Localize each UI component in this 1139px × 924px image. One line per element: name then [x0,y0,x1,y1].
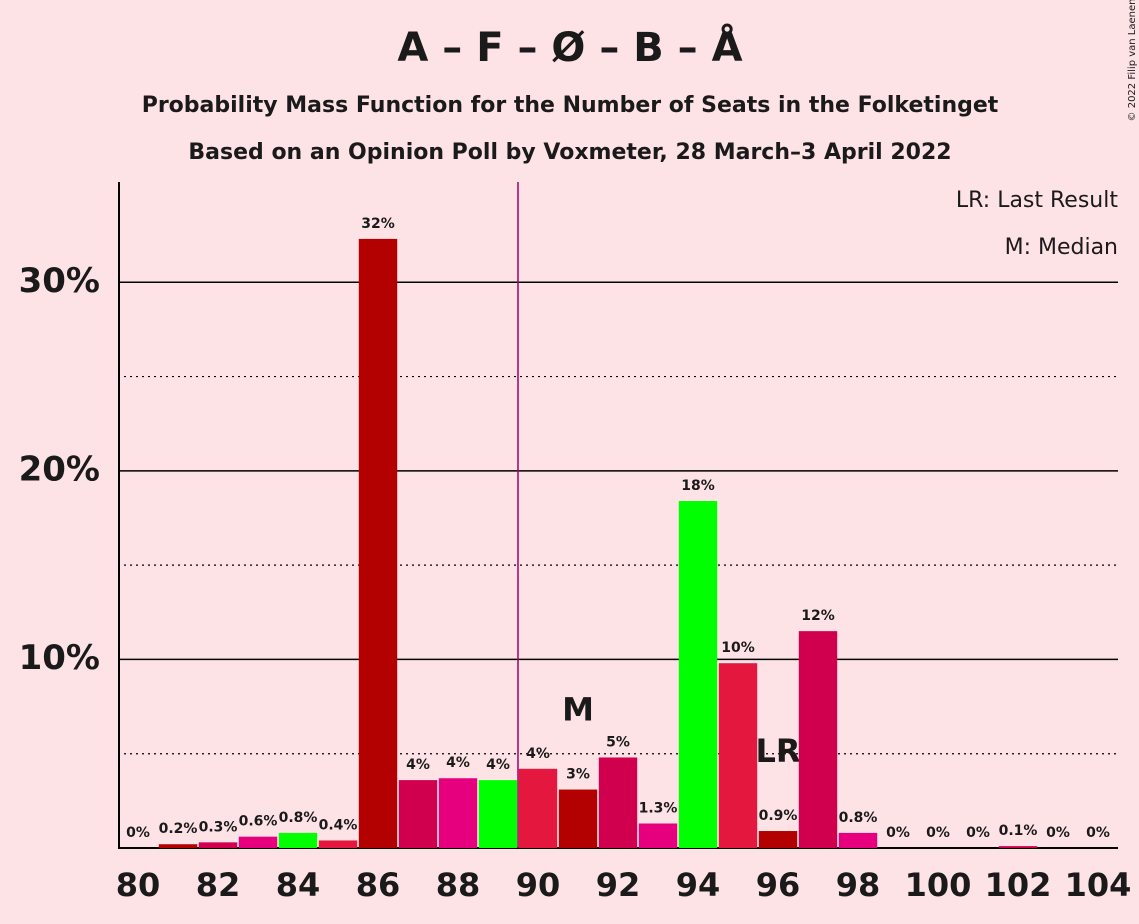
bar [718,663,758,848]
x-tick-label: 80 [116,866,161,904]
legend-entry: M: Median [1005,235,1118,260]
chart-subtitle: Probability Mass Function for the Number… [142,93,999,118]
bar [318,840,358,848]
bar [478,780,518,848]
value-label: 4% [446,755,470,771]
median-marker: M [562,691,594,729]
bar [798,631,838,848]
x-tick-label: 82 [196,866,241,904]
x-tick-label: 88 [436,866,481,904]
bar [598,757,638,848]
value-label: 18% [681,478,715,494]
value-label: 0.8% [279,810,318,826]
value-label: 0.1% [999,823,1038,839]
value-label: 10% [721,640,755,656]
copyright: © 2022 Filip van Laenen [1127,0,1138,121]
x-tick-label: 84 [276,866,321,904]
value-label: 4% [486,757,510,773]
bar [438,778,478,848]
x-tick-label: 100 [905,866,972,904]
bar [638,823,678,848]
bar [358,238,398,848]
x-tick-label: 102 [985,866,1052,904]
value-label: 0% [966,825,990,841]
value-label: 0.2% [159,821,198,837]
x-tick-label: 94 [676,866,721,904]
bar [158,844,198,848]
x-tick-label: 104 [1065,866,1132,904]
bar [278,832,318,848]
y-tick-label: 20% [19,449,100,489]
x-tick-label: 98 [836,866,881,904]
x-tick-label: 90 [516,866,561,904]
bar [398,780,438,848]
value-label: 32% [361,216,395,232]
value-label: 0% [1086,825,1110,841]
value-label: 5% [606,734,630,750]
value-label: 1.3% [639,800,678,816]
value-label: 0.6% [239,814,278,830]
x-tick-label: 92 [596,866,641,904]
value-label: 12% [801,608,835,624]
value-label: 0.8% [839,810,878,826]
value-label: 0.4% [319,817,358,833]
last-result-marker: LR [755,732,800,770]
bar [198,842,238,848]
bar [838,832,878,848]
value-label: 0% [886,825,910,841]
chart-title: A – F – Ø – B – Å [397,22,742,71]
y-tick-label: 30% [19,261,100,301]
value-label: 4% [406,757,430,773]
value-label: 0% [1046,825,1070,841]
value-label: 0.3% [199,819,238,835]
value-label: 0% [126,825,150,841]
bar [518,768,558,848]
value-label: 4% [526,746,550,762]
bar [758,831,798,848]
bar [678,501,718,848]
value-label: 0.9% [759,808,798,824]
bar [238,836,278,848]
value-label: 3% [566,767,590,783]
y-tick-label: 10% [19,638,100,678]
chart-subtitle: Based on an Opinion Poll by Voxmeter, 28… [188,140,951,165]
x-tick-label: 96 [756,866,801,904]
x-tick-label: 86 [356,866,401,904]
value-label: 0% [926,825,950,841]
bar [558,789,598,848]
bar [998,846,1038,848]
legend-entry: LR: Last Result [956,188,1118,213]
